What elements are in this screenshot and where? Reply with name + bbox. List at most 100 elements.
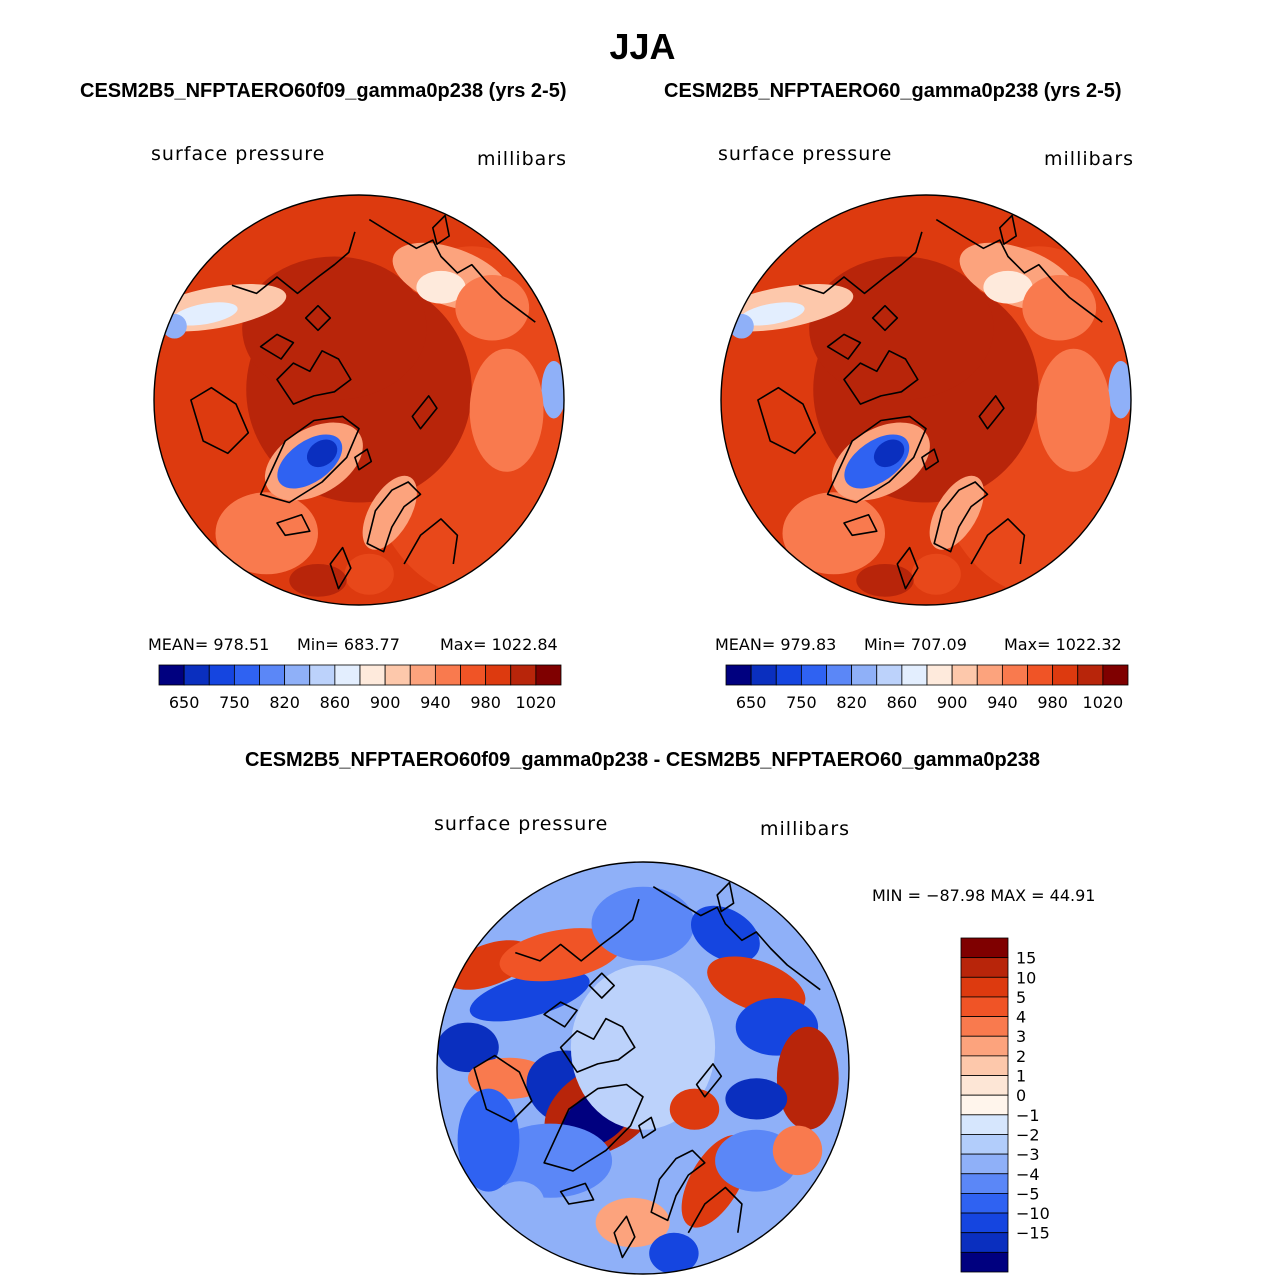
diff-coastline	[543, 1083, 644, 1172]
diff-colorbar-swatch	[960, 976, 1009, 998]
panel2-coastline	[896, 546, 919, 590]
panel2-contour-region	[911, 553, 961, 595]
diff-coastline	[687, 1186, 743, 1234]
panel1-units-label: millibars	[477, 148, 568, 170]
panel2-colorbar-tick-label: 1020	[1083, 693, 1124, 712]
panel2-contour-region	[739, 302, 805, 326]
panel2-colorbar-swatch	[1052, 664, 1079, 686]
panel1-colorbar-swatch	[183, 664, 210, 686]
panel2-colorbar-swatch	[876, 664, 903, 686]
panel1-colorbar-swatch	[233, 664, 260, 686]
panel2-colorbar-tick-label: 820	[836, 693, 867, 712]
panel1-colorbar-tick-label: 980	[470, 693, 501, 712]
diff-contour-region	[499, 928, 622, 982]
panel1-contour-region	[455, 274, 530, 341]
diff-coastline	[695, 1063, 723, 1098]
diff-contour-region	[488, 1123, 613, 1198]
panel2-coastline	[826, 415, 927, 504]
panel1-colorbar-swatch	[434, 664, 461, 686]
diff-map-border	[436, 861, 850, 1275]
panel1-case-title: CESM2B5_NFPTAERO60f09_gamma0p238 (yrs 2-…	[80, 80, 567, 102]
panel1-contour-region	[242, 256, 427, 400]
panel1-coastline	[403, 518, 459, 565]
diff-colorbar-swatch	[960, 937, 1009, 959]
panel2-contour-region	[873, 439, 905, 468]
diff-coastline	[559, 1017, 636, 1073]
diff-colorbar-tick-label: −10	[1016, 1204, 1050, 1223]
panel2-colorbar-swatch	[926, 664, 953, 686]
panel1-coastline	[432, 214, 450, 245]
panel2-colorbar-swatch	[901, 664, 928, 686]
panel2-polar-map	[720, 194, 1132, 606]
panel2-contour-region	[729, 313, 754, 339]
diff-coastline	[650, 1149, 706, 1222]
diff-coastline	[652, 886, 821, 991]
diff-contour-region	[570, 965, 716, 1130]
diff-colorbar-tick-label: −3	[1016, 1145, 1040, 1164]
diff-colorbar-swatch	[960, 1232, 1009, 1253]
diff-colorbar-tick-label: 5	[1016, 988, 1026, 1007]
diff-polar-map	[436, 861, 850, 1275]
panel2-min: Min= 707.09	[864, 635, 967, 654]
panel2-coastline	[798, 231, 923, 295]
panel2-contour-region	[782, 492, 885, 575]
panel1-contour-region	[469, 348, 544, 472]
panel1-colorbar-tick-label: 860	[320, 693, 351, 712]
panel2-contour-region	[856, 564, 914, 597]
panel1-coastline	[190, 386, 250, 455]
panel2-colorbar-swatch	[851, 664, 878, 686]
panel2-coastline	[843, 350, 919, 405]
panel1-coastline	[276, 514, 311, 537]
diff-colorbar-tick-label: 2	[1016, 1047, 1026, 1066]
diff-colorbar-swatch	[960, 1016, 1009, 1037]
diff-colorbar-tick-label: −15	[1016, 1224, 1050, 1243]
panel1-colorbar-tick-label: 650	[169, 693, 200, 712]
panel1-coastline	[304, 304, 332, 332]
panel1-colorbar-swatch	[309, 664, 336, 686]
panel2-mean: MEAN= 979.83	[715, 635, 837, 654]
panel1-contour-region	[362, 475, 417, 550]
diff-colorbar-swatch	[960, 1035, 1009, 1057]
panel1-colorbar: 650 750 820 860 900 940 980 1020	[158, 664, 562, 712]
panel1-colorbar-swatch	[485, 664, 512, 686]
panel2-coastline	[921, 448, 940, 471]
panel1-coastline	[368, 218, 536, 323]
diff-colorbar-swatch	[960, 1251, 1009, 1273]
panel1-coastline	[329, 546, 352, 590]
panel2-coastline	[843, 514, 878, 537]
diff-contour-region	[591, 886, 695, 961]
panel2-colorbar-swatch	[1027, 664, 1054, 686]
panel2-colorbar-swatch	[750, 664, 777, 686]
panel1-coastline	[411, 395, 438, 430]
figure-title: JJA	[609, 26, 676, 67]
panel2-colorbar-tick-label: 940	[987, 693, 1018, 712]
panel1-coastline	[354, 448, 373, 471]
panel1-colorbar-swatch	[409, 664, 436, 686]
panel2-colorbar-swatch	[1077, 664, 1104, 686]
diff-contour-region	[649, 1232, 699, 1274]
panel2-colorbar-swatch	[826, 664, 853, 686]
diff-colorbar-swatch	[960, 1134, 1009, 1155]
diff-contour-region	[669, 1088, 720, 1130]
panel1-colorbar-swatch	[510, 664, 537, 686]
panel1-contour-region	[306, 439, 338, 468]
panel2-colorbar-tick-label: 980	[1037, 693, 1068, 712]
panel2-coastline	[826, 333, 862, 360]
diff-colorbar-tick-label: 4	[1016, 1008, 1026, 1027]
diff-colorbar-tick-label: 3	[1016, 1027, 1026, 1046]
panel1-colorbar-swatch	[359, 664, 386, 686]
panel2-case-title: CESM2B5_NFPTAERO60_gamma0p238 (yrs 2-5)	[664, 80, 1122, 102]
diff-colorbar-swatch	[960, 1075, 1009, 1096]
diff-colorbar-swatch	[960, 1055, 1009, 1076]
diff-coastline	[716, 881, 735, 913]
panel1-colorbar-swatch	[208, 664, 235, 686]
panel2-colorbar-swatch	[976, 664, 1003, 686]
panel1-min: Min= 683.77	[297, 635, 400, 654]
diff-colorbar-tick-label: 1	[1016, 1067, 1026, 1086]
diff-contour-region	[776, 1026, 839, 1130]
diff-minmax: MIN = −87.98 MAX = 44.91	[872, 886, 1096, 905]
panel2-colorbar-swatch	[725, 664, 752, 686]
diff-colorbar-tick-label: −5	[1016, 1184, 1040, 1203]
panel2-contour-region	[929, 475, 984, 550]
